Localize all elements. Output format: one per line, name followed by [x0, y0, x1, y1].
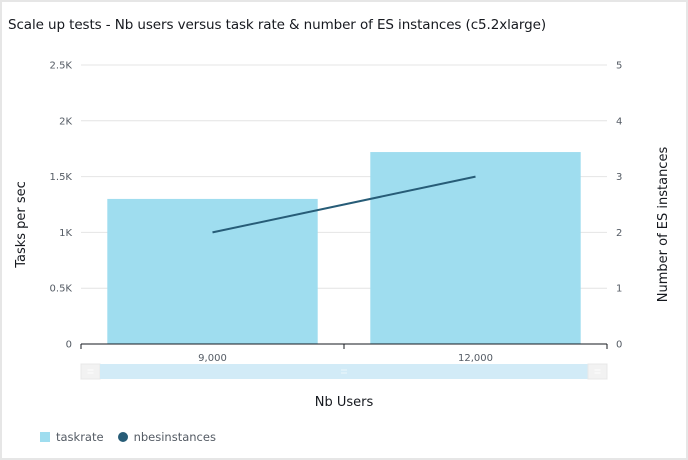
- y-tick-label: 0.5K: [50, 284, 73, 295]
- x-tick-label: 12,000: [458, 353, 493, 364]
- scrollbar-right-handle[interactable]: [587, 363, 608, 380]
- scrollbar-track[interactable]: [100, 364, 588, 379]
- chart-title: Scale up tests - Nb users versus task ra…: [8, 17, 546, 33]
- y2-tick-label: 4: [616, 116, 622, 127]
- legend-item-nbesinstances[interactable]: nbesinstances: [117, 430, 216, 444]
- y-tick-label: 0: [66, 340, 72, 351]
- y-tick-label: 1.5K: [50, 172, 73, 183]
- grip-dots-icon: [343, 372, 345, 374]
- x-axis-title: Nb Users: [314, 395, 374, 410]
- bar-taskrate[interactable]: [370, 152, 581, 344]
- square-swatch-icon: [40, 432, 50, 442]
- x-tick-label: 9,000: [198, 353, 227, 364]
- legend-label: nbesinstances: [133, 430, 216, 444]
- y-tick-label: 1K: [59, 228, 72, 239]
- grip-dots-icon: [341, 372, 343, 374]
- legend-label: taskrate: [56, 430, 104, 444]
- y2-tick-label: 0: [616, 340, 622, 351]
- y2-tick-label: 2: [616, 228, 622, 239]
- y2-axis-title: Number of ES instances: [656, 147, 671, 303]
- bar-taskrate[interactable]: [107, 198, 318, 344]
- y-axis-title: Tasks per sec: [14, 181, 29, 269]
- y2-tick-label: 3: [616, 172, 622, 183]
- grip-dots-icon: [343, 369, 345, 371]
- line-nbesinstances[interactable]: [212, 175, 476, 234]
- y2-tick-label: 1: [616, 284, 622, 295]
- legend-item-taskrate[interactable]: taskrate: [40, 430, 104, 444]
- grip-dots-icon: [345, 372, 347, 374]
- y2-tick-label: 5: [616, 61, 622, 72]
- circle-swatch-icon: [117, 432, 128, 442]
- scrollbar-left-handle[interactable]: [80, 363, 101, 380]
- y-tick-label: 2K: [59, 116, 72, 127]
- y-tick-label: 2.5K: [50, 61, 73, 72]
- grip-dots-icon: [341, 369, 343, 371]
- grip-dots-icon: [345, 369, 347, 371]
- legend: taskrate nbesinstances: [40, 430, 216, 444]
